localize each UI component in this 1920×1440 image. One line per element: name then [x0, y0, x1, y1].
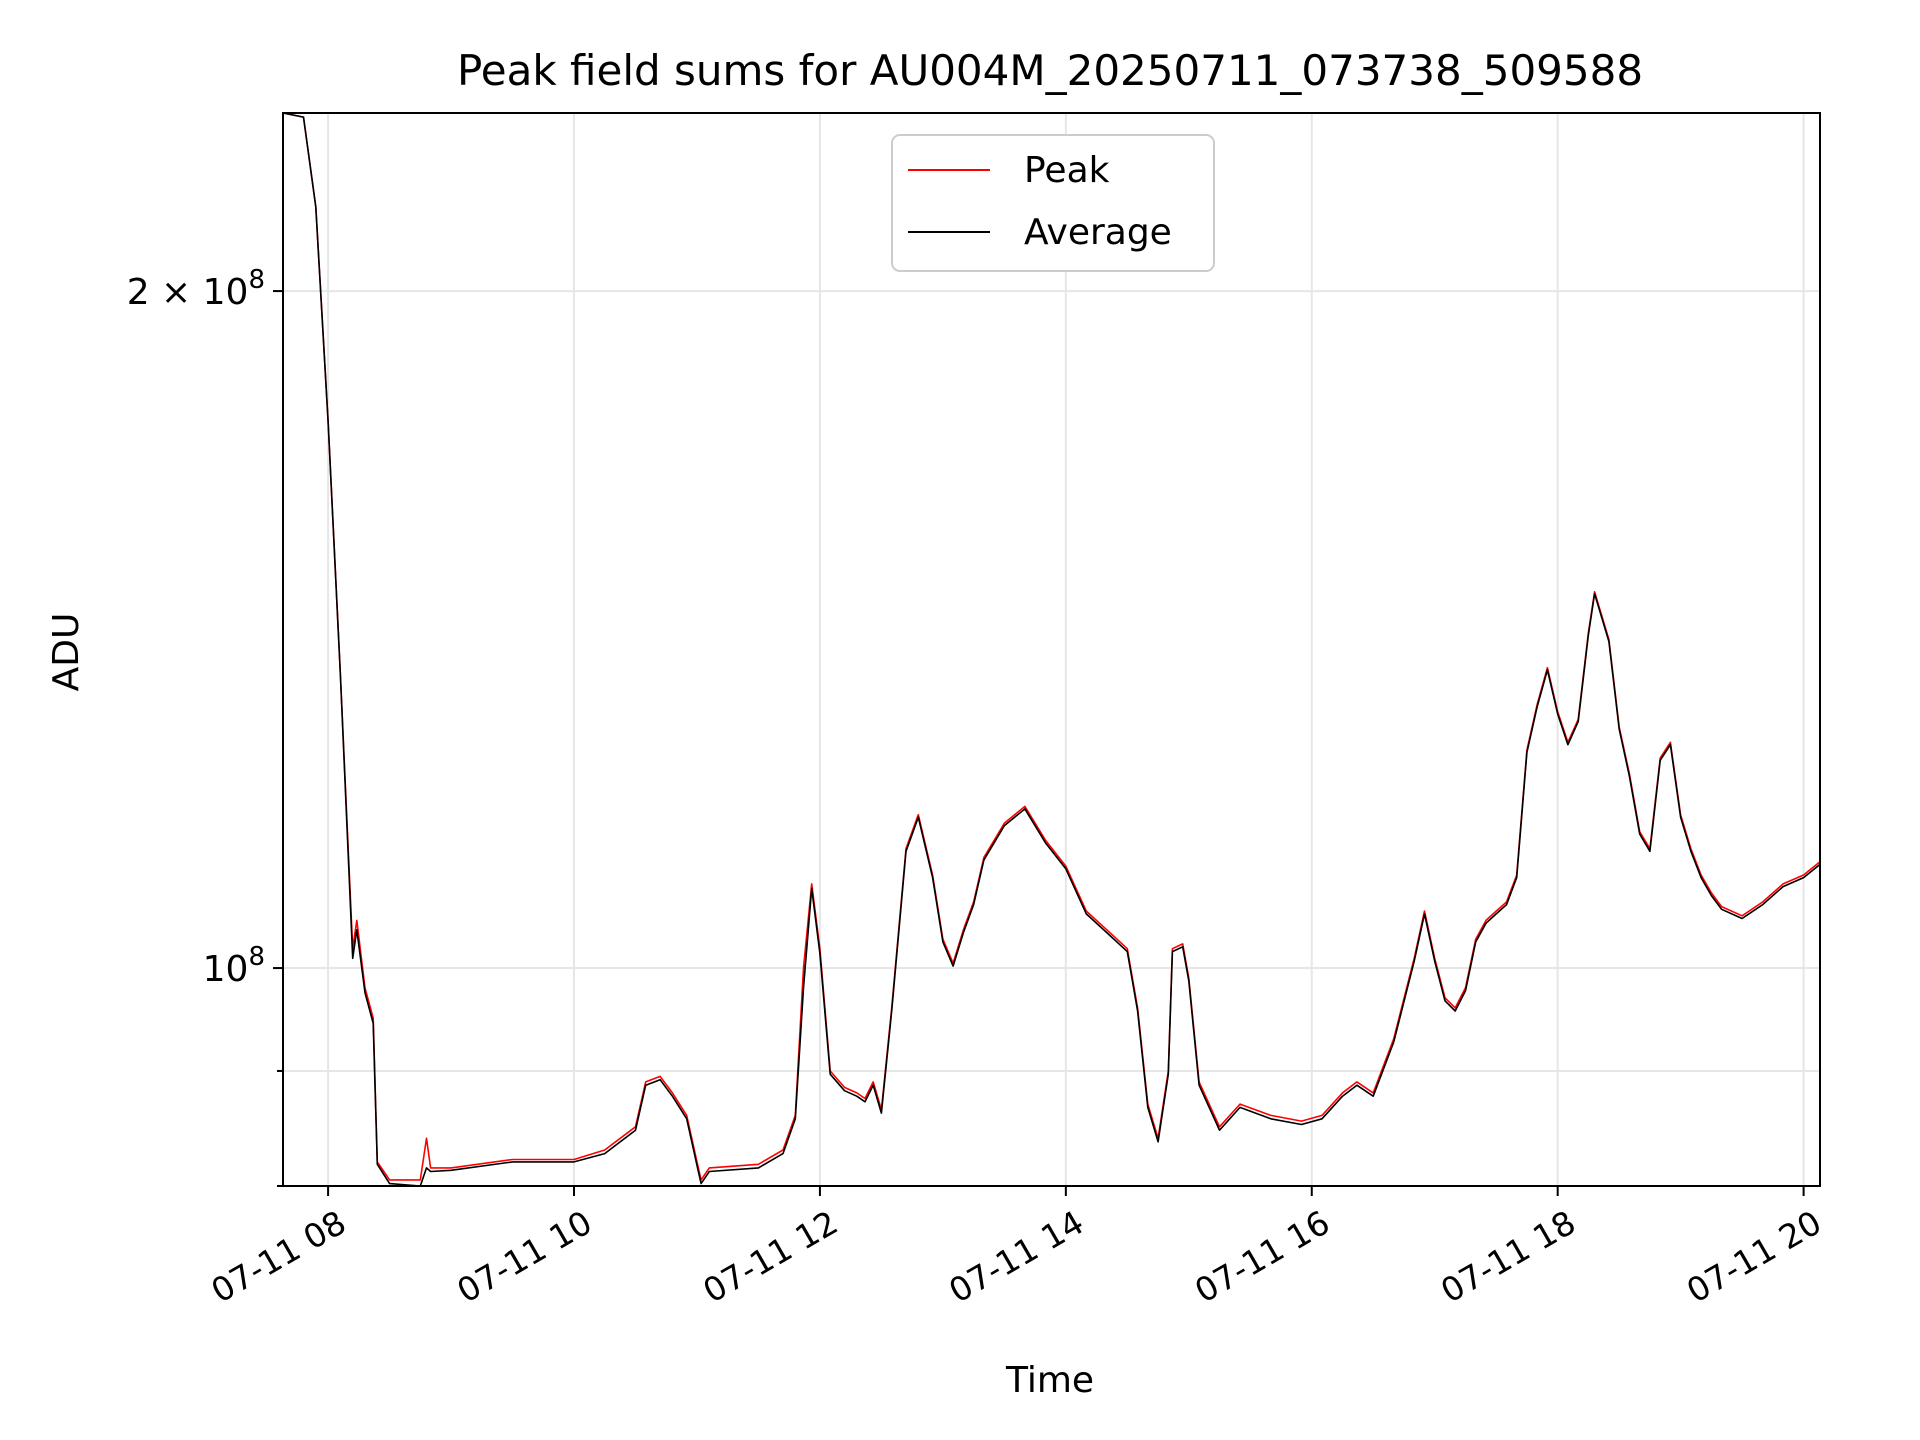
x-axis-label: Time: [1005, 1360, 1094, 1401]
plot-frame: [282, 112, 1821, 1187]
y-axis-label: ADU: [46, 613, 87, 692]
legend-label-peak: Peak: [1024, 150, 1110, 191]
y-tick-label: 2 × 108: [127, 265, 265, 313]
legend-label-average: Average: [1024, 212, 1172, 253]
chart-title: Peak field sums for AU004M_20250711_0737…: [457, 46, 1643, 95]
y-axis-ticks: 108 2 × 108: [127, 265, 283, 1187]
legend: Peak Average: [891, 134, 1215, 272]
series-lines: [282, 112, 1821, 1187]
series-line-average: [282, 112, 1821, 1187]
y-tick-label: 108: [203, 942, 265, 990]
